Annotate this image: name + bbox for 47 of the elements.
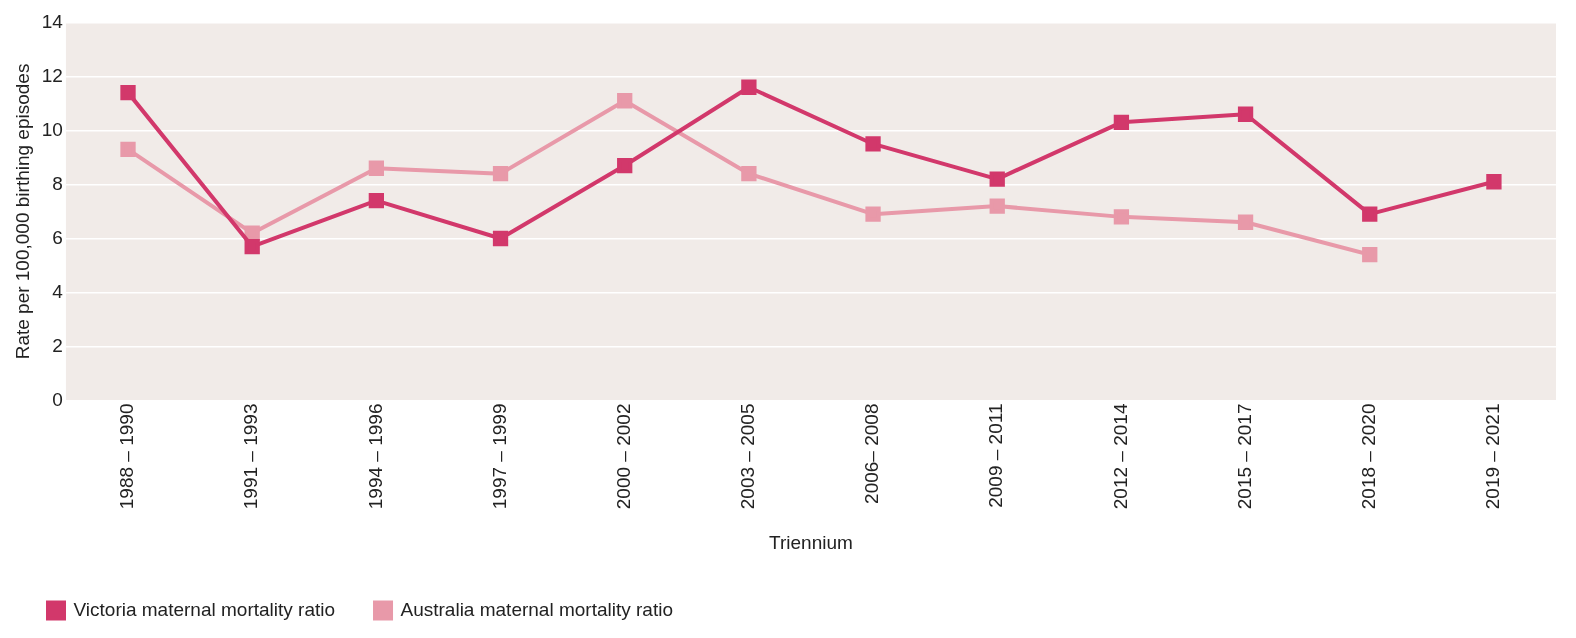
x-tick-label: 2019 – 2021: [1482, 403, 1504, 510]
x-tick-label: 2009 – 2011: [985, 403, 1007, 508]
x-axis-title: Triennium: [769, 531, 853, 553]
point: [1237, 106, 1254, 122]
point: [244, 238, 260, 255]
y-tick-label: 2: [52, 334, 63, 356]
legend-label: Victoria maternal mortality ratio: [73, 598, 336, 620]
x-tick-label: 1988 – 1990: [116, 403, 138, 510]
x-tick-label: 2018 – 2020: [1357, 403, 1379, 510]
y-tick-label: 6: [52, 226, 63, 248]
y-tick-label: 8: [52, 172, 63, 194]
x-tick-label: 2012 – 2014: [1109, 403, 1131, 510]
point: [492, 166, 509, 182]
point: [120, 141, 136, 157]
point: [244, 225, 260, 241]
point: [1362, 206, 1378, 222]
point: [1362, 247, 1378, 263]
y-tick-label: 12: [41, 64, 63, 86]
point: [1113, 114, 1130, 130]
point: [741, 79, 757, 95]
y-tick-label: 4: [52, 280, 64, 302]
x-tick-label: 2000 – 2002: [612, 403, 634, 510]
x-tick-label: 2003 – 2005: [737, 403, 759, 510]
point: [1113, 209, 1130, 225]
y-tick-label: 0: [52, 388, 63, 410]
point: [989, 198, 1005, 214]
x-tick-label: 1997 – 1999: [488, 403, 510, 510]
x-tick-label: 2015 – 2017: [1233, 403, 1255, 510]
point: [989, 171, 1005, 187]
point: [368, 160, 385, 176]
point: [865, 206, 881, 222]
point: [1486, 174, 1502, 190]
point: [741, 166, 757, 182]
point: [617, 157, 633, 174]
point: [865, 136, 881, 152]
point: [120, 84, 136, 101]
point: [1237, 214, 1254, 230]
y-tick-label: 10: [41, 118, 63, 140]
x-tick-label: 2006– 2008: [861, 403, 883, 504]
point: [368, 193, 385, 209]
point: [492, 230, 509, 247]
point: [617, 93, 633, 109]
y-tick-label: 14: [41, 10, 64, 32]
y-axis-title: Rate per 100,000 birthing episodes: [11, 63, 33, 360]
x-tick-label: 1991 – 1993: [240, 403, 262, 510]
legend-label: Australia maternal mortality ratio: [400, 598, 673, 620]
x-tick-label: 1994 – 1996: [364, 403, 386, 510]
